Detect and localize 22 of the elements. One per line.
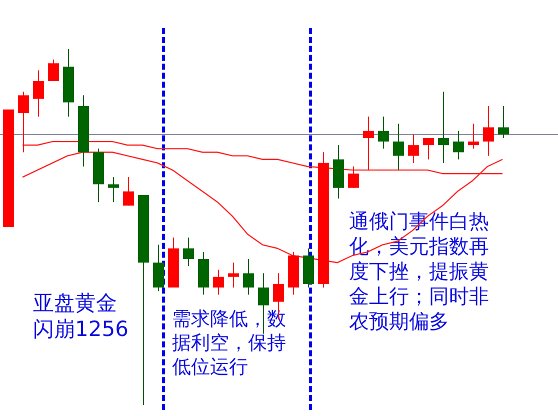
candlestick: [228, 262, 239, 288]
candlestick: [348, 166, 359, 188]
candlestick: [483, 105, 494, 156]
candlestick: [468, 123, 479, 150]
annotation: 亚盘黄金闪崩1256: [33, 290, 130, 342]
candlestick: [213, 269, 224, 296]
candlestick: [498, 105, 509, 138]
candlestick: [33, 70, 44, 118]
candlestick: [453, 130, 464, 160]
candlestick: [18, 91, 29, 153]
candlestick: [108, 176, 119, 203]
candlestick: [423, 138, 434, 160]
candlestick: [378, 116, 389, 150]
candlestick: [363, 116, 374, 171]
candlestick: [183, 237, 194, 267]
candlestick: [438, 91, 449, 164]
candlestick: [408, 134, 419, 164]
candlestick: [48, 59, 59, 82]
candlestick: [123, 176, 134, 206]
candlestick: [243, 258, 254, 296]
candlestick: [393, 123, 404, 171]
candlestick: [258, 272, 269, 334]
